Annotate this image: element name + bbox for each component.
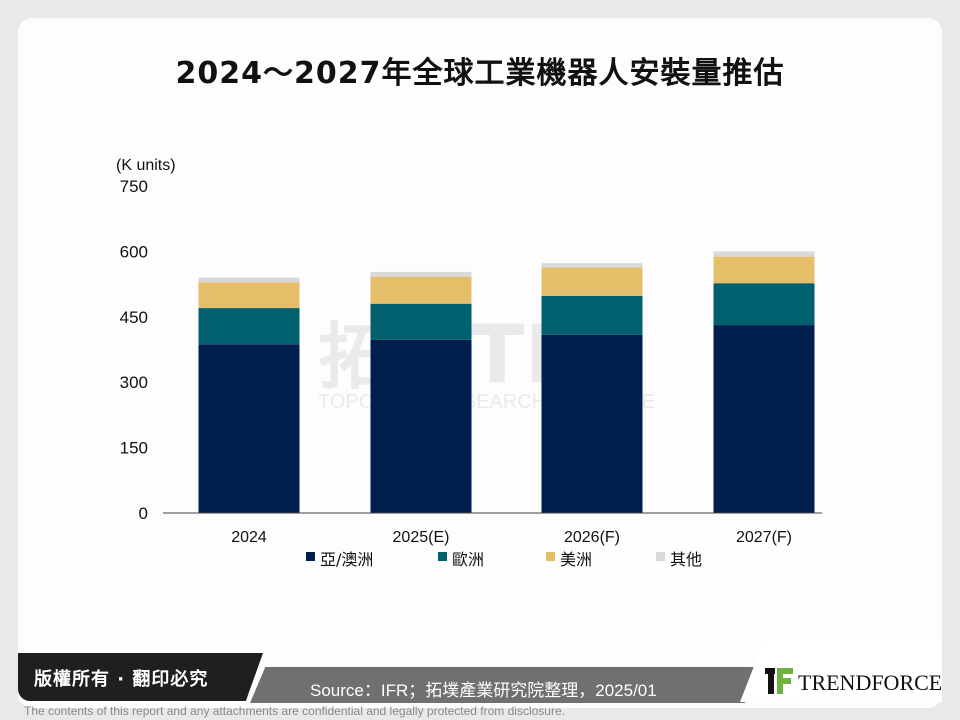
y-tick-label: 150 [120, 439, 148, 458]
bar-segment-亞/澳洲 [370, 339, 472, 513]
bar-segment-亞/澳洲 [713, 325, 815, 513]
copyright-banner: 版權所有 · 翻印必究 [18, 653, 263, 701]
source-text: Source：IFR；拓墣產業研究院整理，2025/01 [310, 681, 657, 700]
chart-title: 2024～2027年全球工業機器人安裝量推估 [175, 56, 785, 91]
trendforce-logo-icon [765, 668, 793, 694]
legend-label: 其他 [670, 550, 702, 569]
legend-swatch [546, 552, 555, 561]
stacked-bar-chart: 拓墣 TRi TOPOLOGY RESEARCH INSTITUTE (K un… [116, 157, 822, 569]
y-tick-label: 450 [120, 308, 148, 327]
legend-label: 亞/澳洲 [320, 550, 373, 569]
bar-segment-其他 [713, 251, 815, 257]
trendforce-logo-text: TRENDFORCE [798, 670, 943, 695]
x-tick-label: 2027(F) [736, 529, 792, 546]
disclaimer: The contents of this report and any atta… [24, 704, 565, 718]
y-tick-label: 0 [139, 504, 148, 523]
bar-segment-歐洲 [713, 283, 815, 326]
x-tick-label: 2025(E) [393, 529, 450, 546]
legend-swatch [438, 552, 447, 561]
bar-segment-歐洲 [370, 303, 472, 340]
bar-segment-美洲 [713, 256, 815, 284]
source-banner [250, 667, 760, 703]
bar-segment-美洲 [541, 267, 643, 296]
x-tick-label: 2026(F) [564, 529, 620, 546]
bar-segment-亞/澳洲 [198, 344, 300, 513]
y-tick-label: 750 [120, 177, 148, 196]
bar-segment-歐洲 [198, 308, 300, 345]
bar-segment-其他 [370, 271, 472, 277]
copyright-text: 版權所有 · 翻印必究 [34, 669, 209, 690]
legend-label: 歐洲 [452, 550, 484, 569]
y-tick-label: 300 [120, 373, 148, 392]
bar-segment-亞/澳洲 [541, 334, 643, 513]
bar-segment-其他 [198, 277, 300, 283]
bar-segment-美洲 [370, 276, 472, 304]
legend-swatch [656, 552, 665, 561]
y-tick-label: 600 [120, 242, 148, 261]
bar-segment-美洲 [198, 282, 300, 309]
bar-segment-其他 [541, 263, 643, 268]
legend-swatch [306, 552, 315, 561]
legend-label: 美洲 [560, 550, 592, 569]
x-tick-label: 2024 [231, 529, 267, 546]
y-axis-label: (K units) [116, 157, 176, 174]
bar-segment-歐洲 [541, 295, 643, 335]
